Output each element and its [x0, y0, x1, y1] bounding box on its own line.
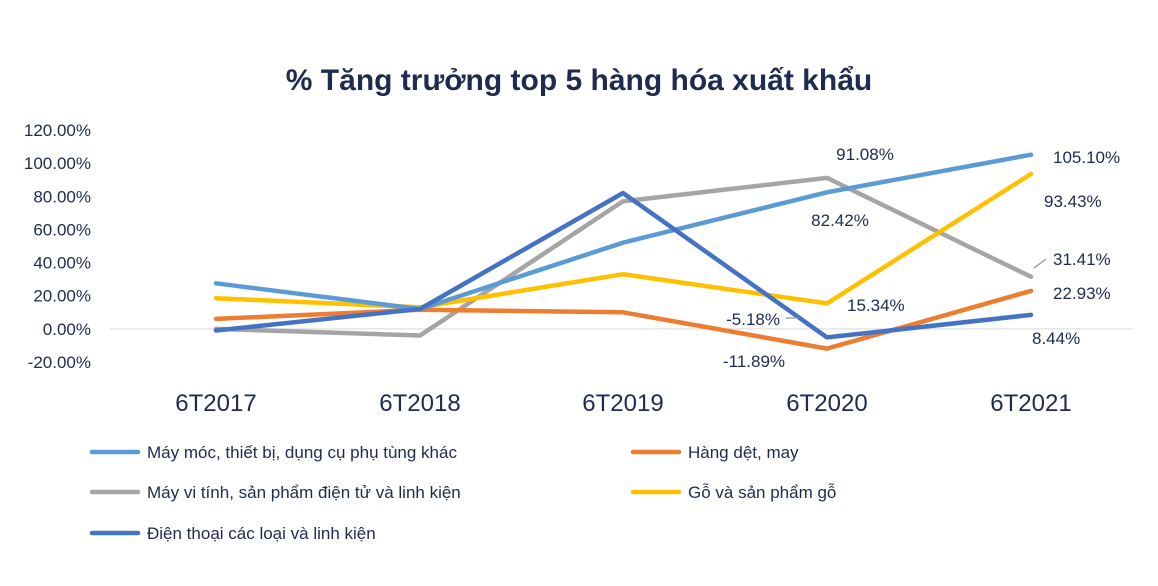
legend-label: Hàng dệt, may	[688, 443, 799, 462]
y-axis: -20.00% 0.00% 20.00% 40.00% 60.00% 80.00% 100.…	[24, 121, 91, 372]
data-label: -11.89%	[723, 352, 785, 371]
data-label: 22.93%	[1053, 284, 1111, 303]
x-axis: 6T2017 6T2018 6T2019 6T2020 6T2021	[175, 390, 1071, 417]
y-tick-label: 0.00%	[43, 320, 91, 339]
y-tick-label: 20.00%	[33, 287, 91, 306]
data-label: 15.34%	[847, 296, 905, 315]
data-labels: 91.08% 82.42% 15.34% -5.18% -11.89% 105.10% 93…	[723, 145, 1120, 371]
data-label: 91.08%	[836, 145, 894, 164]
y-tick-label: -20.00%	[28, 353, 91, 372]
series-lines	[213, 152, 1034, 351]
data-label: 31.41%	[1053, 250, 1111, 269]
data-label: 93.43%	[1044, 192, 1102, 211]
y-tick-label: 120.00%	[24, 121, 91, 140]
legend-label: Điện thoại các loại và linh kiện	[147, 524, 376, 543]
legend-label: Máy vi tính, sản phẩm điện tử và linh ki…	[147, 483, 461, 502]
chart-title: % Tăng trưởng top 5 hàng hóa xuất khẩu	[286, 64, 872, 97]
data-label: 8.44%	[1032, 329, 1080, 348]
data-label: 105.10%	[1053, 148, 1120, 167]
x-tick-label: 6T2017	[175, 390, 256, 417]
y-tick-label: 60.00%	[33, 220, 91, 239]
legend: Máy móc, thiết bị, dụng cụ phụ tùng khác…	[89, 443, 836, 543]
x-tick-label: 6T2021	[990, 390, 1071, 417]
y-tick-label: 40.00%	[33, 254, 91, 273]
series-line	[213, 171, 1034, 310]
data-label: -5.18%	[726, 310, 780, 329]
legend-label: Máy móc, thiết bị, dụng cụ phụ tùng khác	[147, 443, 457, 462]
x-tick-label: 6T2020	[786, 390, 867, 417]
x-tick-label: 6T2019	[582, 390, 663, 417]
data-label: 82.42%	[811, 211, 869, 230]
legend-label: Gỗ và sản phẩm gỗ	[688, 483, 836, 502]
y-tick-label: 80.00%	[33, 187, 91, 206]
series-line	[213, 175, 1034, 338]
x-tick-label: 6T2018	[379, 390, 460, 417]
series-line	[213, 152, 1034, 312]
leader-line	[1033, 258, 1047, 269]
series-line	[213, 190, 1034, 340]
y-tick-label: 100.00%	[24, 154, 91, 173]
